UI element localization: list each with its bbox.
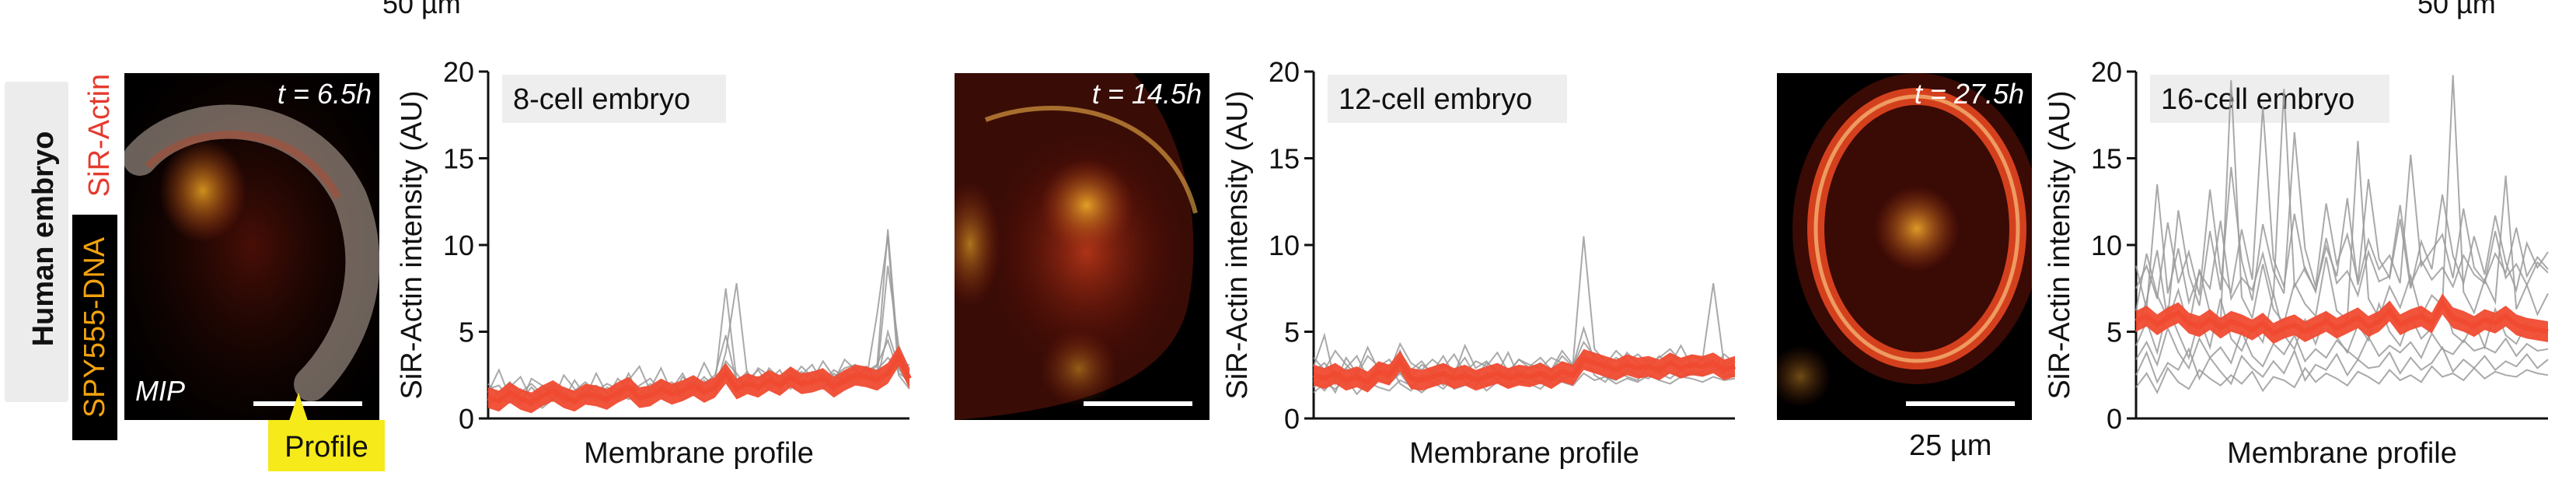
micrograph-image-3 <box>1777 73 2032 408</box>
chart-title-box <box>502 75 726 123</box>
y-tick-label: 0 <box>459 403 474 435</box>
spy-dna-label: SPY555-DNA <box>79 236 111 418</box>
y-tick-label: 15 <box>443 143 474 175</box>
time-label-2: t = 14.5h <box>1091 78 1202 110</box>
chart-title-box <box>1328 75 1567 123</box>
micrograph-panel-1: t = 6.5h MIP <box>124 73 379 420</box>
chart-svg-16-cell: 0 5 10 15 20 SiR-Actin intensity (AU) Membrane… <box>2044 56 2549 470</box>
y-tick-label: 15 <box>2091 143 2122 175</box>
y-tick-label: 10 <box>1269 229 1300 261</box>
y-tick-label: 10 <box>443 229 474 261</box>
mean-line <box>487 351 912 406</box>
scale-bar-1 <box>253 401 362 406</box>
profile-callout-label: Profile <box>284 431 368 464</box>
y-tick-label: 20 <box>443 56 474 88</box>
y-tick-label: 10 <box>2091 229 2122 261</box>
y-tick-label: 0 <box>1284 403 1300 435</box>
y-tick-label: 5 <box>1284 317 1300 348</box>
chart-svg-8-cell: 0 5 10 15 20 SiR-Actin intensity (AU) Membrane… <box>396 56 912 470</box>
x-axis-label: Membrane profile <box>584 437 814 470</box>
clipped-scale-label-right: 50 µm <box>2417 0 2496 19</box>
chart-16-cell: 0 5 10 15 20 SiR-Actin intensity (AU) Membrane… <box>2044 47 2576 483</box>
chart-title-box <box>2150 75 2389 123</box>
scale-bar-3 <box>1906 401 2015 406</box>
y-tick-label: 20 <box>2091 56 2122 88</box>
profile-callout: Profile <box>268 420 385 471</box>
individual-trace-3 <box>2135 106 2549 299</box>
y-axis-label: SiR-Actin intensity (AU) <box>1221 91 1254 400</box>
micrograph-panel-3: t = 27.5h <box>1777 73 2032 420</box>
y-tick-label: 5 <box>459 317 474 348</box>
row-title: Human embryo <box>27 131 60 347</box>
profile-callout-pointer <box>289 393 308 421</box>
y-axis-label: SiR-Actin intensity (AU) <box>396 91 428 400</box>
y-axis-label: SiR-Actin intensity (AU) <box>2044 91 2076 400</box>
y-tick-label: 5 <box>2107 317 2122 348</box>
individual-trace-6 <box>2135 326 2549 370</box>
mip-label: MIP <box>135 375 186 407</box>
micrograph-image-2 <box>955 73 1198 420</box>
time-label-1: t = 6.5h <box>277 78 372 110</box>
individual-trace-5 <box>2135 75 2549 332</box>
time-label-3: t = 27.5h <box>1914 78 2024 110</box>
micrograph-image-1 <box>124 73 379 420</box>
scale-bar-2 <box>1084 401 1192 406</box>
chart-12-cell: 0 5 10 15 20 SiR-Actin intensity (AU) Membrane… <box>1221 47 1766 483</box>
y-tick-label: 15 <box>1269 143 1300 175</box>
chart-title: 12-cell embryo <box>1339 83 1532 116</box>
x-axis-label: Membrane profile <box>1409 437 1639 470</box>
individual-trace-7 <box>2135 89 2549 310</box>
chart-title: 8-cell embryo <box>513 83 690 116</box>
chart-svg-12-cell: 0 5 10 15 20 SiR-Actin intensity (AU) Membrane… <box>1221 56 1736 470</box>
spy-label-box <box>72 215 117 440</box>
y-tick-label: 20 <box>1269 56 1300 88</box>
chart-title: 16-cell embryo <box>2161 83 2354 116</box>
individual-trace-4 <box>2135 345 2549 386</box>
micrograph-panel-2: t = 14.5h <box>955 73 1209 420</box>
y-tick-label: 0 <box>2107 403 2122 435</box>
row-label-box <box>5 82 68 402</box>
individual-trace-8 <box>2135 365 2549 394</box>
x-axis-label: Membrane profile <box>2227 437 2457 470</box>
mean-line <box>1313 356 1736 385</box>
clipped-scale-label-left: 50 µm <box>382 0 461 19</box>
individual-trace-1 <box>2135 132 2549 321</box>
chart-8-cell: 0 5 10 15 20 SiR-Actin intensity (AU) Membrane… <box>396 47 941 483</box>
scale-caption: 25 µm <box>1909 429 1992 462</box>
sir-actin-label: SiR-Actin <box>83 73 116 198</box>
mean-line <box>2134 299 2549 337</box>
